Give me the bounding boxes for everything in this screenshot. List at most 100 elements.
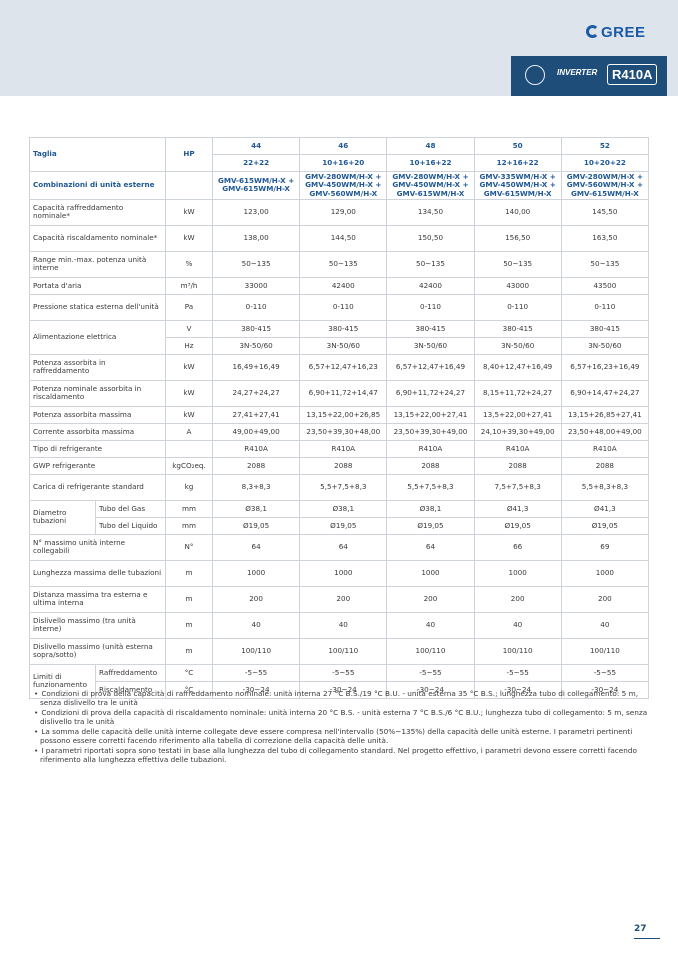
row-sublabel: Tubo del Liquido bbox=[95, 516, 166, 535]
row-label: Dislivello massimo (tra unità interne) bbox=[29, 611, 166, 639]
row-label: Pressione statica esterna dell'unità bbox=[29, 293, 166, 321]
spec-row: Distanza massima tra esterna e ultima in… bbox=[29, 585, 650, 613]
value-cell: 3N-50/60 bbox=[473, 336, 562, 355]
row-sublabel: Raffreddamento bbox=[95, 663, 166, 682]
value-cell: 156,50 bbox=[473, 224, 562, 252]
value-cell: Ø19,05 bbox=[560, 516, 650, 535]
value-cell: 145,50 bbox=[560, 198, 650, 226]
unit-cell: m bbox=[165, 637, 213, 665]
row-sublabel: Tubo del Gas bbox=[95, 499, 166, 518]
value-cell: Ø38,1 bbox=[211, 499, 301, 518]
value-cell: Ø19,05 bbox=[473, 516, 562, 535]
value-cell: Ø19,05 bbox=[211, 516, 301, 535]
size-cell: 46 bbox=[299, 137, 388, 155]
value-cell: 23,50+48,00+49,00 bbox=[560, 422, 650, 441]
row-label: Portata d'aria bbox=[29, 276, 166, 295]
value-cell: 64 bbox=[299, 533, 388, 561]
row-label: Capacità raffreddamento nominale* bbox=[29, 198, 166, 226]
unit-cell: m bbox=[165, 559, 213, 587]
value-cell: 40 bbox=[386, 611, 475, 639]
value-cell: 380-415 bbox=[386, 319, 475, 338]
combo-model-cell: GMV-280WM/H-X + GMV-560WM/H-X + GMV-615W… bbox=[560, 171, 650, 200]
spec-row: Lunghezza massima delle tubazioni m 1000 10… bbox=[29, 559, 650, 587]
value-cell: 33000 bbox=[211, 276, 301, 295]
value-cell: 0-110 bbox=[211, 293, 301, 321]
value-cell: 3N-50/60 bbox=[386, 336, 475, 355]
combo-model-cell: GMV-615WM/H-X + GMV-615WM/H-X bbox=[211, 171, 301, 200]
value-cell: 123,00 bbox=[211, 198, 301, 226]
row-label: N° massimo unità interne collegabili bbox=[29, 533, 166, 561]
value-cell: 138,00 bbox=[211, 224, 301, 252]
row-label: Combinazioni di unità esterne bbox=[29, 171, 166, 200]
value-cell: 42400 bbox=[299, 276, 388, 295]
value-cell: 0-110 bbox=[473, 293, 562, 321]
value-cell: 13,15+22,00+26,85 bbox=[299, 405, 388, 424]
value-cell: 13,15+26,85+27,41 bbox=[560, 405, 650, 424]
row-label: Potenza assorbita massima bbox=[29, 405, 166, 424]
value-cell: 2088 bbox=[386, 456, 475, 475]
row-label: Range min.-max. potenza unità interne bbox=[29, 250, 166, 278]
spec-row: Dislivello massimo (tra unità interne) m 4… bbox=[29, 611, 650, 639]
value-cell: 2088 bbox=[299, 456, 388, 475]
combo-cell: 10+16+20 bbox=[299, 154, 388, 172]
unit-cell: mm bbox=[165, 516, 213, 535]
value-cell: R410A bbox=[473, 439, 562, 458]
unit-cell: kW bbox=[165, 224, 213, 252]
spec-row: Limiti di funzionamento Raffreddamento °C -… bbox=[29, 663, 650, 699]
value-cell: Ø41,3 bbox=[473, 499, 562, 518]
spec-row: Pressione statica esterna dell'unità Pa 0-… bbox=[29, 293, 650, 321]
header-unit: HP bbox=[165, 137, 213, 172]
value-cell: 3N-50/60 bbox=[560, 336, 650, 355]
value-cell: 6,57+16,23+16,49 bbox=[560, 353, 650, 381]
value-cell: -5~55 bbox=[473, 663, 562, 682]
value-cell: 43500 bbox=[560, 276, 650, 295]
value-cell: 380-415 bbox=[211, 319, 301, 338]
value-cell: 144,50 bbox=[299, 224, 388, 252]
value-cell: -5~55 bbox=[299, 663, 388, 682]
value-cell: 66 bbox=[473, 533, 562, 561]
logo-mark bbox=[586, 25, 599, 38]
unit-cell: % bbox=[165, 250, 213, 278]
value-cell: 200 bbox=[473, 585, 562, 613]
unit-cell: kW bbox=[165, 379, 213, 407]
note: I parametri riportati sopra sono testati… bbox=[31, 746, 651, 765]
value-cell: 8,3+8,3 bbox=[211, 473, 301, 501]
value-cell: 134,50 bbox=[386, 198, 475, 226]
row-label: Capacità riscaldamento nominale* bbox=[29, 224, 166, 252]
value-cell: 140,00 bbox=[473, 198, 562, 226]
spec-row: N° massimo unità interne collegabili N° 64… bbox=[29, 533, 650, 561]
value-cell: 1000 bbox=[473, 559, 562, 587]
spec-row: Portata d'aria m³/h 33000 42400 42400 43000 43… bbox=[29, 276, 650, 295]
unit-cell: m³/h bbox=[165, 276, 213, 295]
value-cell: 5,5+7,5+8,3 bbox=[386, 473, 475, 501]
unit-cell: Hz bbox=[165, 336, 213, 355]
unit-cell: °C bbox=[165, 663, 213, 682]
unit-cell: kgCO₂eq. bbox=[165, 456, 213, 475]
value-cell: 3N-50/60 bbox=[299, 336, 388, 355]
row-label: Dislivello massimo (unità esterna sopra/… bbox=[29, 637, 166, 665]
combo-cell: 12+16+22 bbox=[473, 154, 562, 172]
row-label: Potenza assorbita in raffreddamento bbox=[29, 353, 166, 381]
value-cell: 8,15+11,72+24,27 bbox=[473, 379, 562, 407]
value-cell: 0-110 bbox=[299, 293, 388, 321]
value-cell: 5,5+7,5+8,3 bbox=[299, 473, 388, 501]
size-cell: 44 bbox=[211, 137, 301, 155]
value-cell: 100/110 bbox=[299, 637, 388, 665]
value-cell: 24,10+39,30+49,00 bbox=[473, 422, 562, 441]
value-cell: 27,41+27,41 bbox=[211, 405, 301, 424]
combo-model-cell: GMV-280WM/H-X + GMV-450WM/H-X + GMV-615W… bbox=[386, 171, 475, 200]
value-cell: 2088 bbox=[473, 456, 562, 475]
combo-cell: 10+16+22 bbox=[386, 154, 475, 172]
combo-model-cell: GMV-280WM/H-X + GMV-450WM/H-X + GMV-560W… bbox=[299, 171, 388, 200]
size-cell: 52 bbox=[560, 137, 650, 155]
value-cell: 5,5+8,3+8,3 bbox=[560, 473, 650, 501]
size-cell: 48 bbox=[386, 137, 475, 155]
value-cell: Ø19,05 bbox=[299, 516, 388, 535]
spec-row: Range min.-max. potenza unità interne% 50… bbox=[29, 250, 650, 278]
spec-row: Alimentazione elettrica V 380-415 380-415 38… bbox=[29, 319, 650, 355]
spec-row: Capacità raffreddamento nominale* kW 123,0… bbox=[29, 198, 650, 226]
row-label: GWP refrigerante bbox=[29, 456, 166, 475]
unit-cell: kW bbox=[165, 198, 213, 226]
value-cell: 40 bbox=[473, 611, 562, 639]
